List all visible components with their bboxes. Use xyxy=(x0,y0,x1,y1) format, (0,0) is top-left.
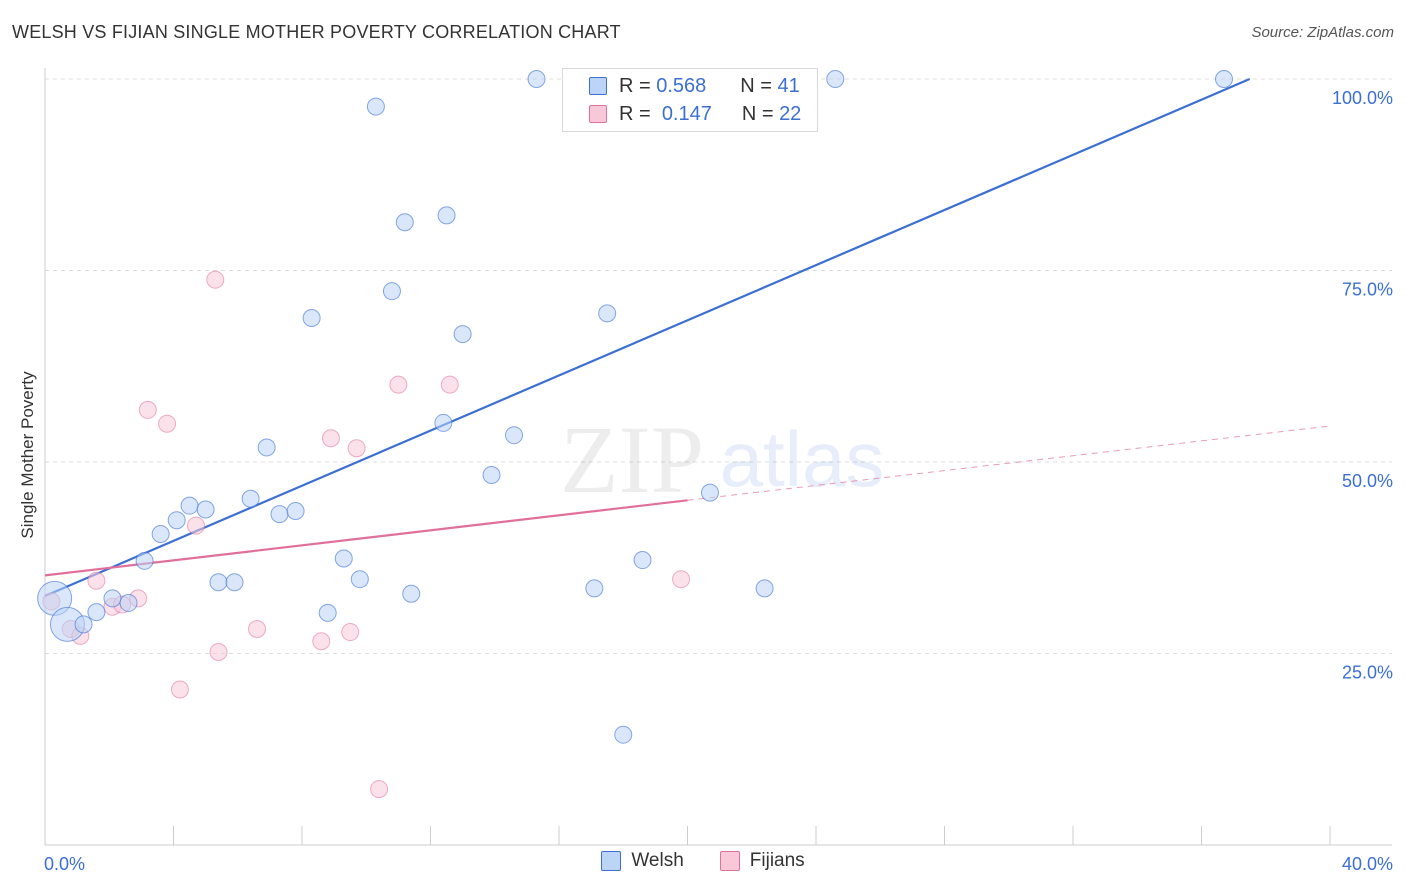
welsh-point-31 xyxy=(585,579,604,598)
welsh-point-34 xyxy=(633,551,652,570)
x-tick-label-min: 0.0% xyxy=(44,854,85,874)
welsh-point-33 xyxy=(614,725,633,744)
legend-n-label: N = xyxy=(741,102,774,125)
fijians-point-3 xyxy=(87,571,106,590)
welsh-point-11 xyxy=(209,573,228,592)
series-swatch-fijians xyxy=(719,851,740,871)
axes xyxy=(44,68,1392,846)
series-legend-welsh[interactable]: Welsh xyxy=(601,850,684,872)
legend-fijians-r: 0.147 xyxy=(661,102,712,125)
welsh-point-29 xyxy=(505,426,524,445)
legend-row-fijians: R = 0.147 N = 22 xyxy=(563,100,801,128)
legend-swatch-welsh xyxy=(589,77,607,95)
fijians-point-15 xyxy=(321,429,340,448)
fijians-point-12 xyxy=(209,642,228,661)
welsh-point-18 xyxy=(318,603,337,622)
welsh-point-12 xyxy=(225,573,244,592)
fijians-point-17 xyxy=(347,439,366,458)
welsh-point-23 xyxy=(395,213,414,232)
fijians-trend-extension xyxy=(687,425,1331,501)
welsh-point-38 xyxy=(755,579,774,598)
y-tick-label-50: 50.0% xyxy=(1342,471,1393,491)
welsh-point-32 xyxy=(598,304,617,323)
welsh-point-39 xyxy=(826,70,845,88)
fijians-point-14 xyxy=(312,632,331,651)
fijians-point-19 xyxy=(389,375,408,394)
welsh-trend-line xyxy=(44,77,1251,598)
legend-row-welsh: R = 0.568 N = 41 xyxy=(563,72,800,100)
fijians-point-18 xyxy=(370,780,389,799)
welsh-point-28 xyxy=(482,466,501,485)
welsh-point-6 xyxy=(135,551,154,570)
welsh-point-3 xyxy=(87,603,106,622)
welsh-point-8 xyxy=(167,511,186,530)
watermark: ZIP atlas xyxy=(560,406,884,513)
welsh-point-19 xyxy=(334,549,353,568)
y-axis-label: Single Mother Poverty xyxy=(18,371,37,539)
series-label-fijians: Fijians xyxy=(749,850,805,871)
welsh-point-15 xyxy=(270,505,289,524)
tick-labels: 25.0% 50.0% 75.0% 100.0% 0.0% 40.0% xyxy=(44,88,1393,874)
welsh-point-5 xyxy=(119,593,138,612)
welsh-point-25 xyxy=(434,413,453,432)
welsh-point-27 xyxy=(453,325,472,344)
legend-r-label: R = xyxy=(619,102,651,125)
legend-welsh-r: 0.568 xyxy=(656,74,707,97)
welsh-point-13 xyxy=(241,489,260,508)
fijians-point-7 xyxy=(138,400,157,419)
welsh-point-17 xyxy=(302,308,321,327)
fijians-point-21 xyxy=(672,570,691,589)
x-tick-label-max: 40.0% xyxy=(1342,854,1393,874)
y-tick-label-25: 25.0% xyxy=(1342,663,1393,683)
welsh-point-16 xyxy=(286,502,305,521)
welsh-point-21 xyxy=(366,97,385,116)
legend-r-label: R = xyxy=(619,74,651,97)
legend-welsh-n: 41 xyxy=(777,74,800,97)
series-legend: Welsh Fijians xyxy=(0,850,1406,872)
legend-swatch-fijians xyxy=(589,105,607,123)
chart-title: WELSH VS FIJIAN SINGLE MOTHER POVERTY CO… xyxy=(12,22,621,42)
stats-legend: R = 0.568 N = 41 R = 0.147 N = 22 xyxy=(562,68,818,132)
legend-fijians-n: 22 xyxy=(779,102,802,125)
welsh-point-24 xyxy=(402,584,421,603)
trend-lines xyxy=(44,77,1331,598)
welsh-point-30 xyxy=(527,70,546,88)
welsh-point-9 xyxy=(180,496,199,515)
fijians-point-16 xyxy=(341,623,360,642)
welsh-point-4 xyxy=(103,589,122,608)
y-tick-label-100: 100.0% xyxy=(1332,88,1393,108)
y-tick-label-75: 75.0% xyxy=(1342,280,1393,300)
welsh-point-2 xyxy=(74,615,93,634)
chart-source: Source: ZipAtlas.com xyxy=(1251,24,1394,41)
fijians-point-9 xyxy=(170,680,189,699)
fijians-point-8 xyxy=(158,414,177,433)
watermark-atlas: atlas xyxy=(720,415,885,503)
legend-n-label: N = xyxy=(740,74,772,97)
welsh-point-20 xyxy=(350,570,369,589)
fijians-point-20 xyxy=(440,375,459,394)
welsh-point-7 xyxy=(151,525,170,544)
welsh-point-26 xyxy=(437,206,456,225)
fijians-point-13 xyxy=(248,619,267,638)
gridlines xyxy=(45,78,1392,654)
welsh-point-14 xyxy=(257,438,276,457)
welsh-point-22 xyxy=(382,282,401,301)
fijians-point-11 xyxy=(206,270,225,289)
welsh-point-10 xyxy=(196,500,215,519)
watermark-zip: ZIP xyxy=(560,406,704,513)
series-label-welsh: Welsh xyxy=(631,850,684,871)
fijians-point-10 xyxy=(186,516,205,535)
series-swatch-welsh xyxy=(601,851,622,871)
data-points xyxy=(37,70,1233,799)
welsh-point-40 xyxy=(1214,70,1233,88)
series-legend-fijians[interactable]: Fijians xyxy=(719,850,805,872)
welsh-point-36 xyxy=(700,483,719,502)
